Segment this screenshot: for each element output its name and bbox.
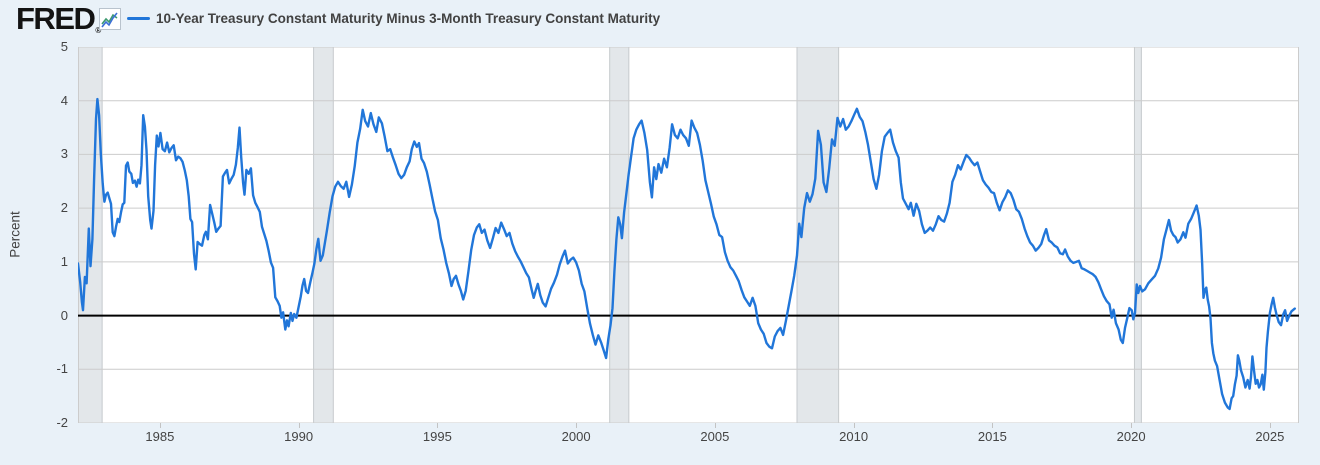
x-tick-label: 2005 [700,429,730,444]
plot-area[interactable] [78,47,1299,423]
recession-band [609,47,630,423]
x-tick-label: 1985 [145,429,175,444]
x-tick-mark [714,423,716,428]
fred-logo-text: FRED [16,1,96,36]
series-line [78,97,1297,411]
x-tick-label: 2025 [1255,429,1285,444]
x-tick-mark [992,423,994,428]
x-tick-mark [853,423,855,428]
recession-band [1133,47,1142,423]
y-tick-label: 3 [60,146,68,162]
x-tick-mark [576,423,578,428]
recession-band [313,47,334,423]
series-title: 10-Year Treasury Constant Maturity Minus… [156,11,661,26]
fred-logo[interactable]: FRED® [16,1,102,42]
x-tick-mark [1269,423,1271,428]
registered-trademark-icon: ® [95,26,102,35]
x-tick-label: 2000 [561,429,591,444]
x-tick-label: 1990 [284,429,314,444]
y-tick-label: 1 [60,253,68,269]
x-tick-label: 2020 [1116,429,1146,444]
x-tick-label: 2015 [977,429,1007,444]
x-tick-mark [298,423,300,428]
recession-band [796,47,840,423]
x-tick-label: 2010 [839,429,869,444]
y-tick-label: 0 [60,307,68,323]
y-tick-label: 5 [60,39,68,54]
y-tick-label: -2 [56,415,68,430]
y-tick-label: 4 [60,92,68,108]
series-legend-swatch [127,17,150,20]
y-axis-title: Percent [7,211,23,258]
x-tick-mark [437,423,439,428]
y-tick-label: 2 [60,200,68,216]
x-tick-mark [159,423,161,428]
x-tick-mark [1131,423,1133,428]
plot-svg[interactable] [78,47,1299,423]
fred-chart-icon [99,8,121,30]
x-tick-label: 1995 [422,429,452,444]
y-tick-label: -1 [56,361,68,377]
